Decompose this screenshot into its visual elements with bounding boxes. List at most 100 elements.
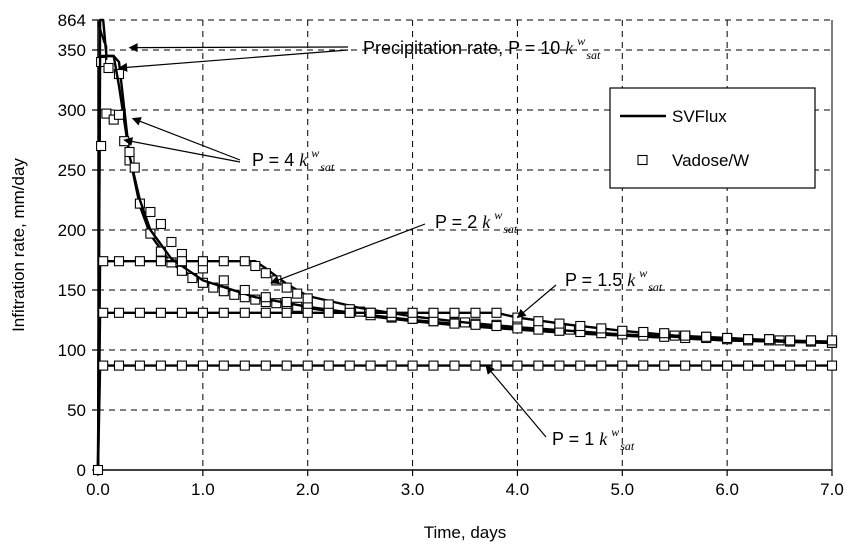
vadose-point-3-6 [218, 307, 229, 318]
legend: SVFlux Vadose/W [609, 87, 816, 189]
x-tick-label-3: 3.0 [401, 480, 425, 499]
annotation-sub-0: sat [586, 48, 601, 62]
vadose-point-1-8 [155, 218, 166, 230]
vadose-point-4-11 [323, 360, 334, 371]
vadose-point-3-15 [407, 307, 418, 318]
x-tick-label-4: 4.0 [506, 480, 530, 499]
vadose-point-3-30 [722, 332, 733, 344]
vadose-point-1-6 [129, 162, 140, 173]
annotation-sup-4: w [611, 425, 619, 439]
annotation-prefix-2: P = 2 [435, 212, 482, 232]
vadose-point-2-22 [491, 320, 502, 332]
vadose-point-3-27 [659, 328, 670, 339]
x-axis-title: Time, days [424, 523, 507, 542]
vadose-point-1-0 [96, 140, 107, 152]
vadose-point-3-22 [554, 318, 565, 329]
vadose-point-2-14 [323, 299, 334, 310]
vadose-point-4-0 [98, 360, 109, 371]
x-tick-label-6: 6.0 [715, 480, 739, 499]
vadose-point-4-6 [218, 360, 229, 371]
tick-labels: 0.0 1.0 2.0 3.0 4.0 5.0 6.0 7.0 0 50 100 150 200 250 3… [58, 11, 844, 499]
legend-swatch-1 [637, 154, 648, 166]
vadose-point-2-20 [449, 318, 460, 329]
vadose-point-4-28 [680, 360, 691, 371]
annotation-arrow-1-1 [123, 137, 241, 163]
vadose-point-2-7 [239, 256, 250, 267]
vadose-point-3-16 [428, 307, 439, 318]
y-axis-title: Infitration rate, mm/day [9, 158, 28, 332]
vadose-point-0-17 [271, 298, 282, 309]
vadose-point-4-8 [260, 360, 271, 371]
vadose-point-3-31 [743, 334, 754, 345]
annotation-arrow-0-1 [118, 49, 349, 72]
vadose-point-4-30 [722, 360, 733, 371]
y-tick-label-4: 200 [58, 221, 86, 240]
x-tick-label-7: 7.0 [820, 480, 844, 499]
annotation-label-3: P = 1.5 k wsat [565, 266, 663, 294]
vadose-point-2-21 [470, 319, 481, 330]
annotation-sub-4: sat [620, 439, 635, 453]
vadose-point-4-25 [617, 360, 628, 371]
vadose-point-4-35 [826, 360, 838, 371]
vadose-point-2-6 [218, 256, 229, 267]
annotation-prefix-4: P = 1 [552, 429, 599, 449]
vadose-point-4-26 [638, 360, 649, 371]
annotation-prefix-1: P = 4 [252, 150, 299, 170]
vadose-point-4-9 [281, 360, 292, 371]
vadose-point-4-19 [491, 360, 502, 371]
vadose-point-2-8 [250, 260, 261, 272]
vadose-point-2-24 [533, 324, 544, 335]
vadose-point-0-15 [250, 294, 261, 305]
vadose-point-4-24 [596, 360, 607, 371]
y-tick-label-break-top: 864 [58, 11, 86, 30]
vadose-point-2-3 [155, 256, 166, 267]
vadose-point-4-15 [407, 360, 418, 371]
annotation-arrow-3-0 [516, 284, 557, 319]
annotation-label-2: P = 2 k wsat [435, 208, 518, 236]
vadose-point-1-9 [166, 236, 177, 248]
y-tick-label-3: 150 [58, 281, 86, 300]
legend-box [609, 87, 816, 189]
y-tick-label-2: 100 [58, 341, 86, 360]
vadose-point-3-33 [785, 335, 796, 346]
vadose-point-1-13 [239, 284, 250, 296]
vadose-point-3-35 [826, 335, 838, 346]
annotation-sup-0: w [577, 34, 585, 48]
vadose-point-3-4 [176, 307, 187, 318]
annotation-arrow-4-0 [485, 364, 547, 438]
vadose-point-4-1 [113, 360, 125, 371]
annotation-0: Precipitation rate, P = 10 k wsat [118, 34, 601, 72]
annotation-sub-2: sat [503, 222, 518, 236]
vadose-point-3-1 [113, 307, 125, 318]
annotation-label-4: P = 1 k wsat [552, 425, 635, 453]
vadose-point-1-3 [113, 109, 125, 120]
vadose-point-4-21 [533, 360, 544, 371]
y-tick-label-5: 250 [58, 161, 86, 180]
vadose-point-3-2 [134, 307, 145, 318]
vadose-point-2-1 [113, 256, 125, 267]
vadose-point-3-23 [575, 320, 586, 332]
vadose-point-3-7 [239, 307, 250, 318]
annotation-label-1: P = 4 k wsat [252, 146, 335, 174]
vadose-point-4-10 [302, 360, 313, 371]
x-tick-label-1: 1.0 [191, 480, 215, 499]
vadose-point-3-12 [344, 307, 355, 318]
vadose-point-4-14 [386, 360, 397, 371]
vadose-point-1-1 [101, 108, 112, 119]
annotation-k-2: k [482, 212, 491, 232]
vadose-point-origin [92, 464, 104, 476]
vadose-point-3-26 [638, 326, 649, 338]
x-tick-label-5: 5.0 [610, 480, 634, 499]
annotation-k-3: k [627, 270, 636, 290]
vadose-point-3-28 [680, 330, 691, 341]
vadose-point-1-12 [218, 275, 229, 286]
vadose-point-4-34 [805, 360, 817, 371]
y-tick-label-7: 350 [58, 41, 86, 60]
series-4 [96, 360, 838, 471]
vadose-point-3-8 [260, 307, 271, 318]
series-group [92, 18, 838, 476]
y-tick-label-0: 0 [77, 461, 86, 480]
annotation-sup-1: w [311, 146, 319, 160]
